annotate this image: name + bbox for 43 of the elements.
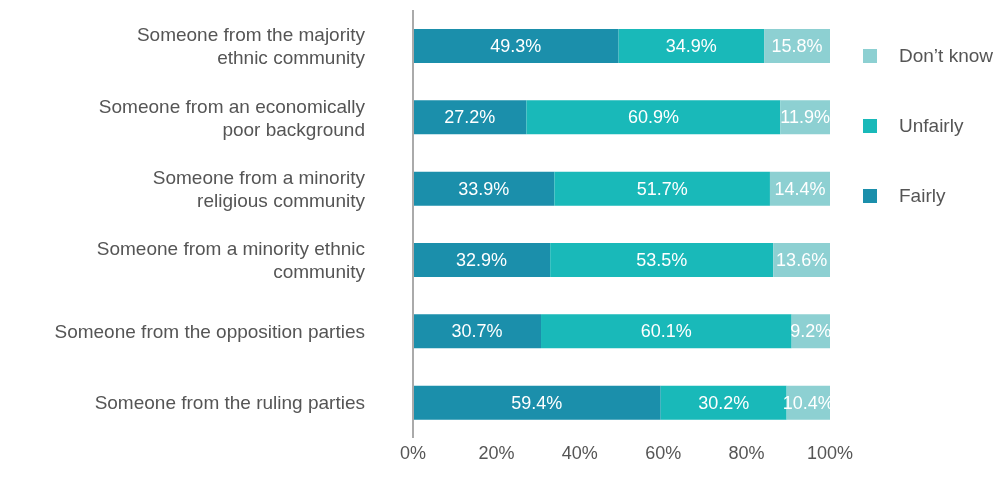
bar: [554, 171, 770, 206]
y-tick-label: Someone from the majority ethnic community: [136, 23, 366, 68]
data-label: 34.9%: [665, 36, 717, 56]
bar: [413, 243, 551, 277]
bar: [526, 100, 781, 135]
data-label: 30.7%: [451, 321, 503, 342]
legend-label: Unfairly: [899, 114, 964, 137]
x-tick-label: 40%: [561, 442, 598, 463]
bar: [413, 100, 527, 135]
legend-label: Don’t know: [899, 44, 993, 67]
bar: [413, 29, 619, 63]
y-tick-label: Someone from the ruling parties: [94, 391, 365, 413]
y-tick-label: Someone from a minority religious community: [152, 166, 366, 211]
data-label: 51.7%: [636, 178, 688, 199]
data-label: 9.2%: [790, 321, 832, 342]
bar: [413, 171, 555, 206]
data-label: 60.9%: [627, 107, 679, 128]
x-tick-label: 100%: [806, 442, 854, 463]
data-label: 15.8%: [771, 36, 823, 56]
data-label: 60.1%: [640, 321, 692, 342]
data-label: 33.9%: [458, 178, 510, 199]
data-label: 11.9%: [780, 107, 831, 128]
bar: [413, 385, 661, 420]
data-label: 13.6%: [776, 250, 828, 270]
bar: [618, 29, 765, 63]
bar: [541, 314, 792, 349]
data-label: 27.2%: [444, 107, 496, 128]
x-tick-label: 80%: [728, 442, 765, 463]
data-label: 30.2%: [698, 392, 750, 413]
y-tick-label: Someone from a minority ethnic community: [96, 237, 366, 282]
x-tick-label: 60%: [645, 442, 682, 463]
x-tick-label: 0%: [399, 442, 427, 463]
y-tick-label: Someone from an economically poor background: [98, 95, 366, 139]
bar: [550, 243, 774, 277]
x-tick-label: 20%: [478, 442, 515, 463]
data-label: 49.3%: [490, 36, 542, 56]
data-label: 32.9%: [456, 250, 508, 270]
legend-label: Fairly: [899, 184, 946, 207]
bar: [413, 314, 542, 349]
y-tick-label: Someone from the opposition parties: [54, 320, 365, 342]
data-label: 53.5%: [636, 250, 688, 270]
data-label: 59.4%: [511, 392, 563, 413]
data-label: 14.4%: [774, 178, 826, 199]
